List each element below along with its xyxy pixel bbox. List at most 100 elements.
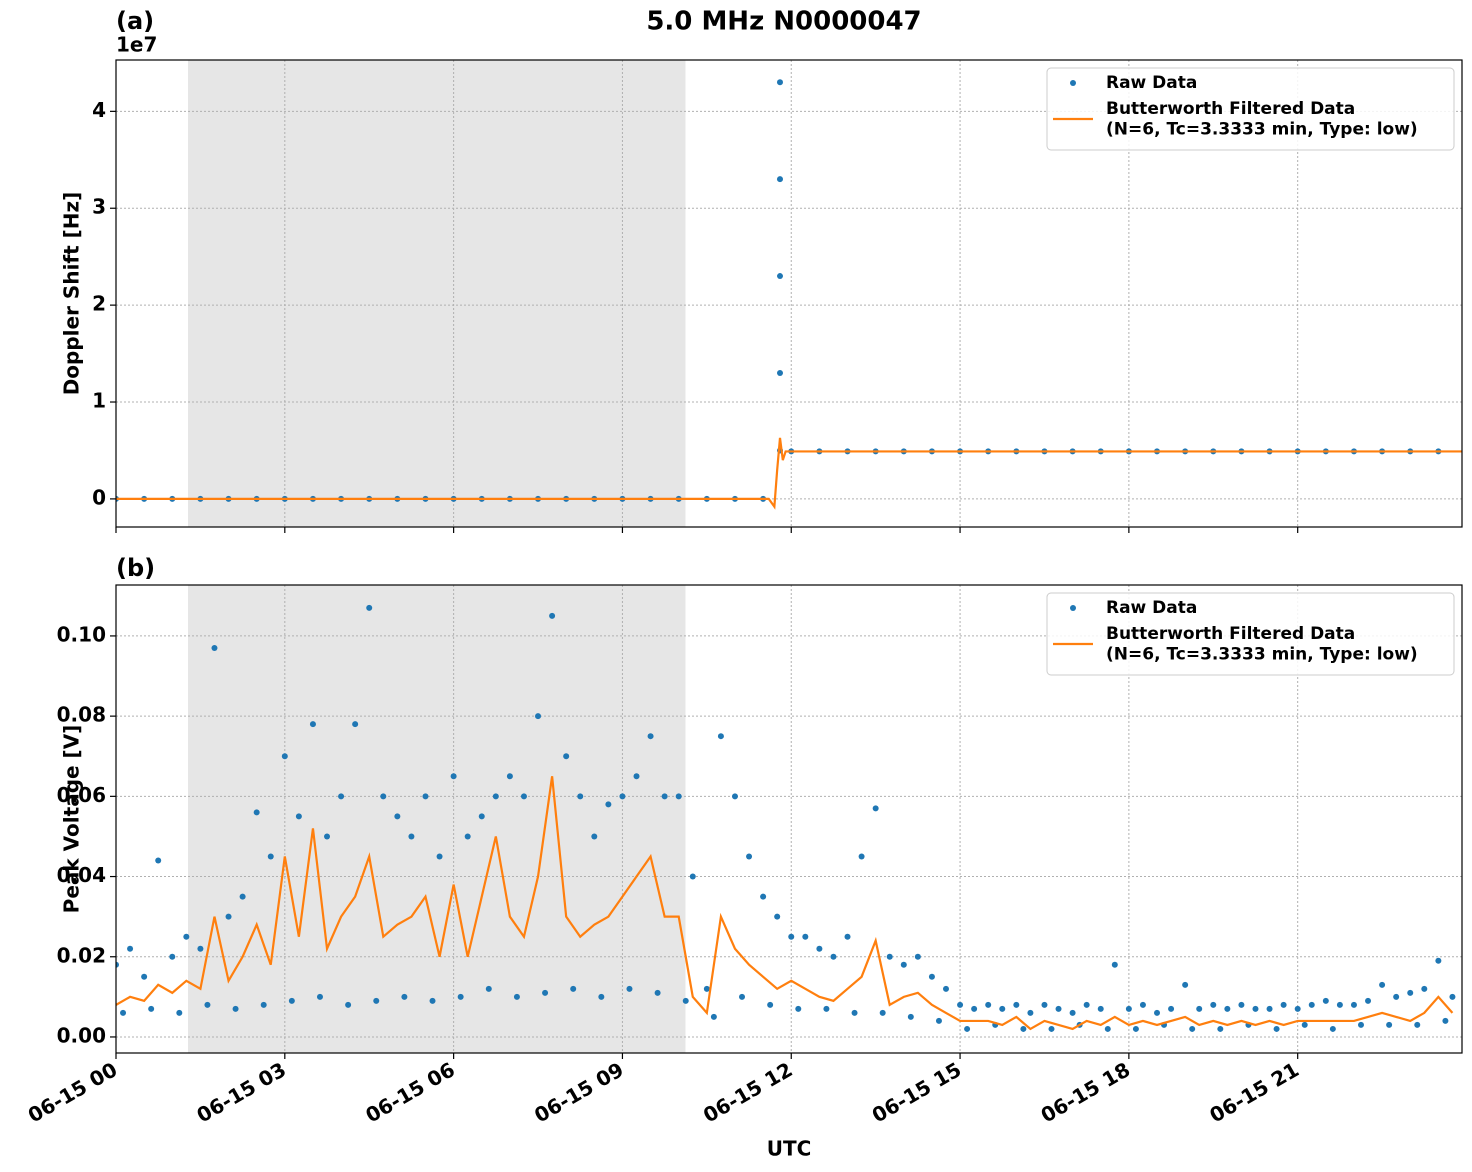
raw-point	[535, 713, 542, 720]
raw-point	[1013, 1001, 1020, 1008]
filtered-line	[116, 776, 1454, 1031]
raw-point	[1224, 1005, 1231, 1012]
raw-point	[971, 1005, 978, 1012]
raw-point	[619, 793, 626, 800]
raw-point	[788, 933, 795, 940]
raw-point	[422, 793, 429, 800]
raw-point	[776, 176, 783, 183]
raw-point	[1294, 1005, 1301, 1012]
raw-point	[942, 985, 949, 992]
raw-point	[689, 873, 696, 880]
raw-point	[760, 893, 767, 900]
raw-point	[985, 1001, 992, 1008]
raw-point	[316, 993, 323, 1000]
x-tick-label: 06-15 00	[24, 1057, 122, 1127]
shaded-span	[188, 60, 686, 527]
raw-point	[563, 753, 570, 760]
raw-point	[457, 993, 464, 1000]
raw-point	[197, 945, 204, 952]
raw-point	[520, 793, 527, 800]
raw-point	[141, 973, 148, 980]
raw-point	[281, 753, 288, 760]
y-tick-label: 0.10	[57, 622, 106, 646]
raw-point	[577, 793, 584, 800]
raw-point	[183, 933, 190, 940]
raw-point	[352, 721, 359, 728]
raw-point	[767, 1001, 774, 1008]
x-tick-label: 06-15 09	[530, 1057, 628, 1127]
raw-point	[429, 997, 436, 1004]
raw-point	[633, 773, 640, 780]
raw-point	[373, 997, 380, 1004]
raw-point	[338, 793, 345, 800]
offset-label: 1e7	[116, 33, 157, 57]
raw-point	[239, 893, 246, 900]
raw-point	[935, 1017, 942, 1024]
raw-point	[914, 953, 921, 960]
raw-point	[345, 1001, 352, 1008]
raw-point	[1196, 1005, 1203, 1012]
legend-label: Raw Data	[1106, 73, 1197, 93]
raw-point	[1414, 1021, 1421, 1028]
raw-point	[1027, 1009, 1034, 1016]
raw-point	[1365, 997, 1372, 1004]
legend-marker	[1070, 80, 1076, 86]
raw-point	[851, 1009, 858, 1016]
raw-point	[605, 801, 612, 808]
raw-point	[1386, 1021, 1393, 1028]
raw-point	[886, 953, 893, 960]
raw-point	[260, 1001, 267, 1008]
raw-point	[155, 857, 162, 864]
raw-point	[408, 833, 415, 840]
raw-point	[1329, 1025, 1336, 1032]
x-tick-label: 06-15 15	[868, 1057, 966, 1127]
panel-label: (b)	[116, 554, 155, 582]
raw-point	[1083, 1001, 1090, 1008]
raw-point	[1336, 1001, 1343, 1008]
raw-point	[1189, 1025, 1196, 1032]
raw-point	[1217, 1025, 1224, 1032]
figure-title: 5.0 MHz N0000047	[646, 7, 921, 37]
raw-point	[802, 933, 809, 940]
raw-point	[127, 945, 134, 952]
raw-point	[394, 813, 401, 820]
raw-point	[591, 833, 598, 840]
raw-point	[542, 989, 549, 996]
raw-point	[1252, 1005, 1259, 1012]
raw-point	[1301, 1021, 1308, 1028]
raw-point	[1139, 1001, 1146, 1008]
raw-point	[776, 79, 783, 86]
raw-point	[661, 793, 668, 800]
raw-point	[717, 733, 724, 740]
raw-point	[1055, 1005, 1062, 1012]
raw-point	[1266, 1005, 1273, 1012]
raw-point	[1435, 957, 1442, 964]
panel-label: (a)	[116, 7, 154, 35]
raw-point	[1168, 1005, 1175, 1012]
raw-point	[675, 793, 682, 800]
raw-point	[148, 1005, 155, 1012]
raw-point	[513, 993, 520, 1000]
raw-point	[169, 953, 176, 960]
raw-point	[1273, 1025, 1280, 1032]
raw-point	[1379, 981, 1386, 988]
raw-point	[253, 809, 260, 816]
raw-point	[844, 933, 851, 940]
y-tick-label: 1	[92, 389, 106, 413]
raw-point	[928, 973, 935, 980]
raw-point	[1421, 985, 1428, 992]
raw-point	[1069, 1009, 1076, 1016]
raw-point	[570, 985, 577, 992]
raw-point	[907, 1013, 914, 1020]
raw-point	[464, 833, 471, 840]
legend-label: Raw Data	[1106, 598, 1197, 618]
raw-point	[598, 993, 605, 1000]
raw-point	[116, 961, 119, 968]
raw-point	[626, 985, 633, 992]
raw-point	[900, 961, 907, 968]
raw-point	[823, 1005, 830, 1012]
raw-point	[267, 853, 274, 860]
raw-point	[492, 793, 499, 800]
y-tick-label: 0.06	[57, 783, 106, 807]
raw-point	[1238, 1001, 1245, 1008]
